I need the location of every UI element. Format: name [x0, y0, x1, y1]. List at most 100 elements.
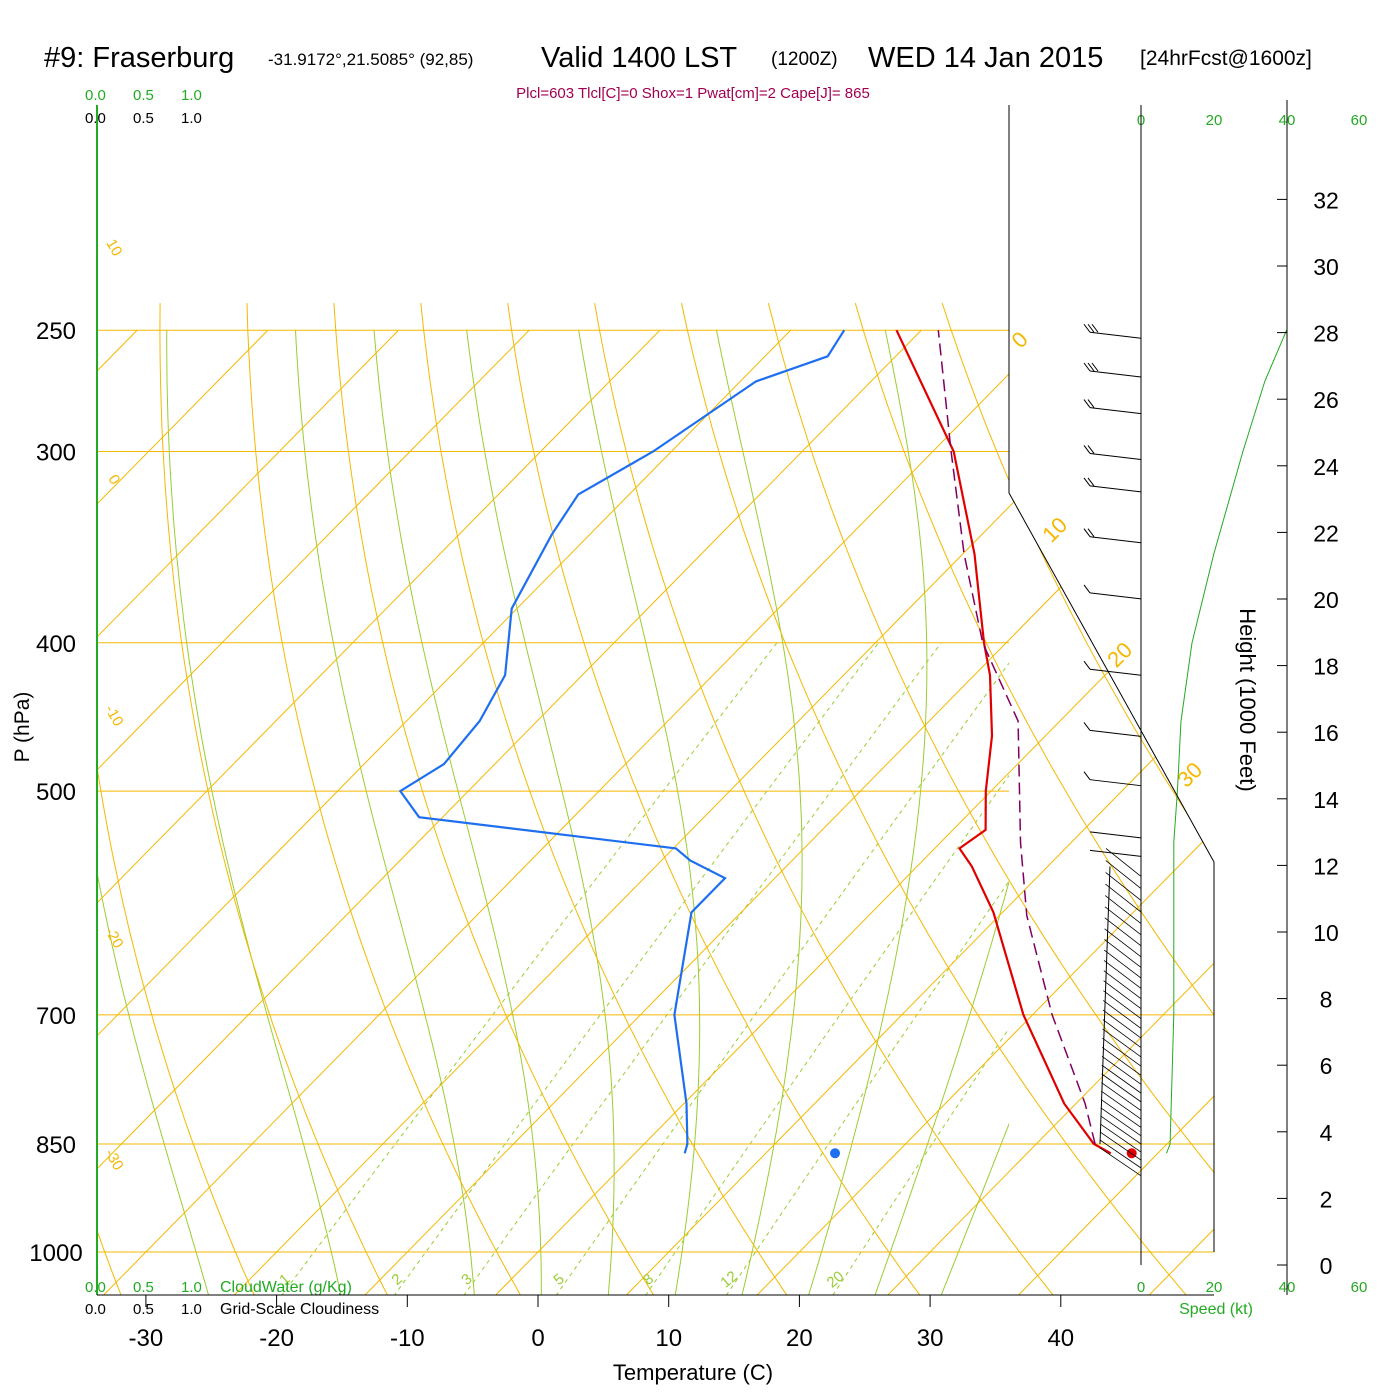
wind-barbs	[1083, 323, 1142, 1177]
pressure-label-300: 300	[36, 439, 76, 466]
dry-adiabat-350	[941, 302, 1214, 1295]
wind-barb-staff	[1089, 729, 1142, 737]
temp-tick-label-20: 20	[786, 1325, 813, 1352]
cloudiness-scale-bottom-1: 0.5	[133, 1301, 154, 1318]
height-tick-label-14: 14	[1313, 787, 1339, 813]
height-tick-label-26: 26	[1313, 387, 1339, 413]
wind-barb-lower	[1105, 883, 1142, 913]
dry-adiabat-300	[507, 303, 936, 1295]
height-tick-label-6: 6	[1320, 1053, 1333, 1079]
wind-barb-lower	[1100, 1107, 1142, 1137]
wind-barb-flag	[1087, 323, 1095, 333]
wind-barb-flag	[1083, 323, 1091, 333]
wind-barb-flag	[1083, 722, 1091, 731]
height-tick-label-2: 2	[1320, 1186, 1333, 1212]
height-tick-label-10: 10	[1313, 920, 1339, 946]
surface-dewpoint-point	[830, 1148, 841, 1159]
wind-barb-lower	[1102, 1028, 1142, 1058]
wind-barb-lower	[1099, 1147, 1142, 1177]
mixing-ratio-label-8: 8	[640, 1270, 657, 1288]
wind-barb-lower	[1101, 1082, 1142, 1111]
isotherm-50	[1128, 329, 1214, 1295]
wind-barb-staff	[1089, 452, 1142, 460]
wind-barb-staff	[1089, 831, 1142, 839]
dry-adiabat-330	[767, 302, 1214, 1295]
wind-barb-lower	[1103, 980, 1142, 1010]
dry-adiabat-260	[159, 303, 399, 1295]
grid-outer-clip-group	[97, 302, 1400, 1315]
wind-barb-lower	[1104, 906, 1142, 936]
speed-tick-bottom-3: 60	[1351, 1279, 1368, 1296]
height-tick-label-4: 4	[1320, 1120, 1333, 1146]
cloudiness-scale-2: 1.0	[181, 110, 202, 127]
x-axis-title: Temperature (C)	[613, 1360, 773, 1385]
isotherm-label-10: 10	[1037, 512, 1072, 547]
height-tick-label-28: 28	[1313, 321, 1339, 347]
moist-adiabat-20	[716, 330, 803, 1295]
isotherm-10	[606, 329, 1214, 1295]
wind-barb-staff	[1089, 592, 1142, 600]
isotherm--30	[97, 329, 1053, 1295]
wind-barb-flag	[1083, 362, 1091, 372]
mixing-ratio-line-12	[725, 880, 1009, 1295]
temp-tick-label-40: 40	[1047, 1325, 1074, 1352]
temp-tick-label--20: -20	[259, 1325, 294, 1352]
wind-barb-staff	[1089, 536, 1142, 544]
pressure-label-500: 500	[36, 779, 76, 806]
speed-profile	[1166, 330, 1288, 1154]
dry-adiabat-390	[1290, 303, 1400, 1315]
temp-tick-label-0: 0	[531, 1325, 544, 1352]
cloudwater-scale-2: 1.0	[181, 87, 202, 104]
wind-barb-lower	[1104, 928, 1142, 958]
dry-adiabat-370	[1115, 302, 1214, 1295]
cloudiness-scale-0: 0.0	[85, 110, 106, 127]
wind-barb-flag	[1087, 477, 1095, 487]
series-temperature	[895, 329, 1112, 1155]
wind-barb-lower	[1105, 860, 1142, 889]
isotherm--70	[97, 329, 530, 1295]
temp-tick-label--30: -30	[129, 1325, 164, 1352]
valid-time: Valid 1400 LST	[541, 42, 737, 74]
height-tick-label-0: 0	[1320, 1253, 1333, 1279]
isotherm--60	[97, 329, 661, 1295]
wind-barb-lower	[1103, 960, 1142, 989]
station-location: -31.9172°,21.5085° (92,85)	[268, 50, 473, 69]
grid-clip-group	[97, 330, 1009, 1295]
isotherm--80	[97, 329, 399, 1295]
temp-tick-label-30: 30	[917, 1325, 944, 1352]
temp-tick-label--10: -10	[390, 1325, 425, 1352]
wind-barb-lower	[1101, 1064, 1142, 1094]
cloudwater-scale-bottom-1: 0.5	[133, 1279, 154, 1296]
cloudiness-scale-bottom-0: 0.0	[85, 1301, 106, 1318]
series-dewpoint	[398, 329, 846, 1154]
moist-adiabat-30	[874, 879, 1009, 1295]
wind-barb-lower	[1105, 872, 1142, 901]
height-axis-title: Height (1000 Feet)	[1235, 608, 1260, 791]
moist-adiabat-25	[808, 330, 928, 1295]
wind-barb-flag	[1083, 528, 1091, 537]
temp-tick-label-10: 10	[655, 1325, 682, 1352]
cloudwater-label: CloudWater (g/Kg)	[220, 1279, 352, 1296]
speed-tick-bottom-1: 20	[1206, 1279, 1223, 1296]
height-tick-label-18: 18	[1313, 654, 1339, 680]
isotherm-label-20: 20	[1102, 637, 1137, 672]
moist-adiabat--20	[97, 869, 210, 1295]
sounding-series	[398, 329, 1137, 1159]
wind-barb-staff	[1089, 407, 1142, 415]
moist-adiabat-35	[940, 1122, 1009, 1295]
wind-barb-lower	[1099, 1139, 1142, 1169]
wind-barb-lower	[1101, 1073, 1142, 1103]
speed-axis-label: Speed (kt)	[1179, 1301, 1253, 1318]
dry-adiabat-280	[333, 303, 667, 1295]
height-tick-label-12: 12	[1313, 853, 1339, 879]
mixing-ratio-line-8	[645, 774, 1009, 1295]
wind-barb-lower	[1104, 895, 1142, 924]
wind-barb-lower	[1103, 949, 1142, 979]
wind-barb-staff	[1089, 485, 1142, 493]
wind-barb-lower	[1101, 1046, 1142, 1076]
wind-barb-lower	[1104, 917, 1142, 947]
cloud-scale-bottom: 0.0 0.5 1.0 CloudWater (g/Kg) 0.0 0.5 1.…	[85, 1279, 379, 1318]
left-adiabat-label-1: 0	[104, 472, 123, 488]
height-tick-label-22: 22	[1313, 520, 1339, 546]
